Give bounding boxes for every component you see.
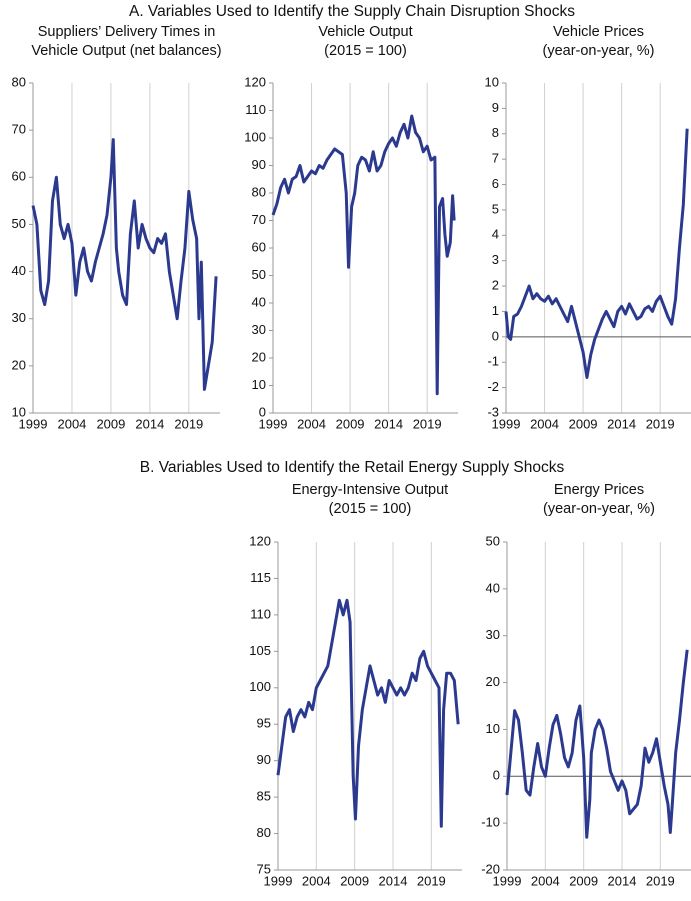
y-tick-label: 20 [12, 357, 26, 372]
x-tick-label: 1999 [19, 416, 48, 431]
y-tick-label: 90 [252, 157, 266, 172]
x-tick-label: 2009 [336, 416, 365, 431]
chart-title: Energy Prices [554, 482, 644, 498]
x-tick-label: 2019 [413, 416, 442, 431]
y-tick-label: 0 [492, 328, 499, 343]
y-tick-label: 120 [249, 533, 271, 548]
y-tick-label: -10 [481, 815, 500, 830]
y-tick-label: 70 [12, 122, 26, 137]
x-tick-label: 2019 [646, 416, 675, 431]
y-tick-label: 10 [486, 721, 500, 736]
x-tick-label: 1999 [259, 416, 288, 431]
y-tick-label: 0 [493, 768, 500, 783]
y-tick-label: 40 [252, 294, 266, 309]
data-line [276, 598, 460, 828]
y-tick-label: 30 [486, 627, 500, 642]
y-tick-label: -20 [481, 861, 500, 876]
y-tick-label: 6 [492, 176, 499, 191]
chart-title: Vehicle Output (net balances) [31, 43, 221, 59]
chart-title: Energy-Intensive Output [292, 482, 448, 498]
y-tick-label: 105 [249, 643, 271, 658]
y-tick-label: -2 [487, 379, 499, 394]
y-tick-label: 80 [12, 74, 26, 89]
y-tick-label: 100 [249, 679, 271, 694]
y-tick-label: 7 [492, 151, 499, 166]
y-tick-label: 50 [252, 267, 266, 282]
panel-title: A. Variables Used to Identify the Supply… [129, 3, 575, 20]
x-tick-label: 2004 [531, 873, 560, 888]
chart-title: Vehicle Output [318, 24, 412, 40]
chart-title: (2015 = 100) [324, 43, 407, 59]
y-tick-label: 60 [252, 239, 266, 254]
y-tick-label: 110 [250, 606, 271, 621]
x-tick-label: 2019 [417, 873, 446, 888]
y-tick-label: 50 [486, 533, 500, 548]
x-tick-label: 2004 [530, 416, 559, 431]
x-tick-label: 2014 [135, 416, 164, 431]
y-tick-label: 8 [492, 125, 499, 140]
x-tick-label: 2004 [57, 416, 86, 431]
y-tick-label: 75 [257, 861, 271, 876]
panel-title: B. Variables Used to Identify the Retail… [140, 459, 565, 476]
x-tick-label: 2014 [607, 416, 636, 431]
y-tick-label: 40 [12, 263, 26, 278]
x-tick-label: 2009 [96, 416, 125, 431]
y-tick-label: 60 [12, 169, 26, 184]
x-tick-label: 2004 [297, 416, 326, 431]
x-tick-label: 1999 [492, 416, 521, 431]
y-tick-label: 1 [492, 303, 499, 318]
y-tick-label: 5 [492, 201, 499, 216]
y-tick-label: 85 [257, 789, 271, 804]
y-tick-label: 20 [252, 349, 266, 364]
y-tick-label: -3 [487, 404, 499, 419]
y-tick-label: 20 [486, 674, 500, 689]
x-tick-label: 2009 [569, 873, 598, 888]
chart-title: (year-on-year, %) [542, 43, 654, 59]
y-tick-label: 2 [492, 278, 499, 293]
x-tick-label: 1999 [493, 873, 522, 888]
chart-title: Vehicle Prices [553, 24, 644, 40]
data-line [504, 128, 689, 379]
y-tick-label: 70 [252, 212, 266, 227]
y-tick-label: 10 [485, 74, 499, 89]
x-tick-label: 2004 [302, 873, 331, 888]
y-tick-label: 30 [12, 310, 26, 325]
y-tick-label: 115 [250, 570, 271, 585]
y-tick-label: 80 [257, 825, 271, 840]
y-tick-label: 10 [252, 377, 266, 392]
y-tick-label: -1 [487, 354, 499, 369]
y-tick-label: 120 [244, 74, 266, 89]
y-tick-label: 100 [244, 129, 266, 144]
chart-title: (year-on-year, %) [543, 501, 655, 517]
y-tick-label: 10 [12, 404, 26, 419]
y-tick-label: 95 [257, 716, 271, 731]
y-tick-label: 0 [259, 404, 266, 419]
y-tick-label: 40 [486, 580, 500, 595]
x-tick-label: 2014 [374, 416, 403, 431]
data-line [271, 114, 456, 396]
y-tick-label: 80 [252, 184, 266, 199]
x-tick-label: 2009 [340, 873, 369, 888]
x-tick-label: 1999 [264, 873, 293, 888]
y-tick-label: 90 [257, 752, 271, 767]
y-tick-label: 9 [492, 100, 499, 115]
x-tick-label: 2019 [174, 416, 203, 431]
data-line [31, 138, 218, 391]
y-tick-label: 4 [492, 227, 499, 242]
x-tick-label: 2014 [608, 873, 637, 888]
chart-title: Suppliers’ Delivery Times in [38, 24, 216, 40]
x-tick-label: 2014 [379, 873, 408, 888]
x-tick-label: 2009 [569, 416, 598, 431]
y-tick-label: 30 [252, 322, 266, 337]
x-tick-label: 2019 [646, 873, 675, 888]
y-tick-label: 110 [245, 102, 266, 117]
data-line [505, 649, 689, 839]
y-tick-label: 3 [492, 252, 499, 267]
chart-title: (2015 = 100) [329, 501, 412, 517]
y-tick-label: 50 [12, 216, 26, 231]
